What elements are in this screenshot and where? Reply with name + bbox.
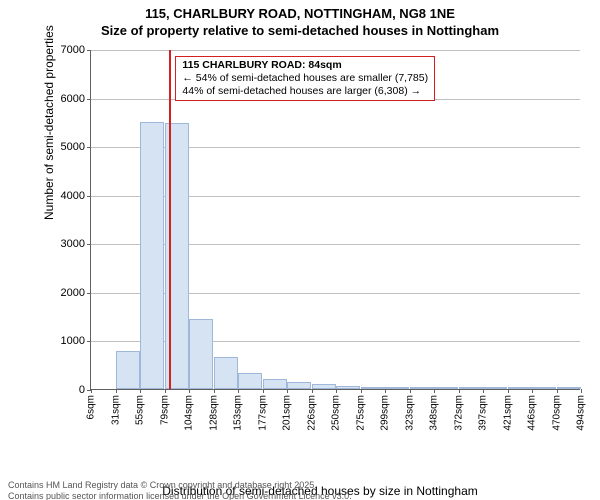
xtick-label: 446sqm xyxy=(527,395,538,431)
ytick-mark xyxy=(87,341,91,342)
gridline xyxy=(91,50,580,51)
xtick-label: 421sqm xyxy=(502,395,513,431)
xtick-label: 494sqm xyxy=(576,395,587,431)
xtick-mark xyxy=(410,389,411,393)
xtick-label: 397sqm xyxy=(478,395,489,431)
histogram-bar xyxy=(214,357,238,389)
ytick-label: 2000 xyxy=(61,287,85,299)
histogram-bar xyxy=(508,387,532,389)
histogram-bar xyxy=(557,387,581,389)
ytick-label: 5000 xyxy=(61,141,85,153)
histogram-bar xyxy=(434,387,458,389)
attribution-footer: Contains HM Land Registry data © Crown c… xyxy=(8,480,352,500)
histogram-bar xyxy=(116,351,140,389)
ytick-label: 4000 xyxy=(61,190,85,202)
xtick-mark xyxy=(189,389,190,393)
histogram-bar xyxy=(189,319,213,389)
xtick-label: 299sqm xyxy=(380,395,391,431)
xtick-mark xyxy=(263,389,264,393)
xtick-mark xyxy=(91,389,92,393)
xtick-label: 372sqm xyxy=(453,395,464,431)
xtick-label: 6sqm xyxy=(86,395,97,419)
footer-line1: Contains HM Land Registry data © Crown c… xyxy=(8,480,352,491)
footer-line2: Contains public sector information licen… xyxy=(8,491,352,500)
xtick-mark xyxy=(361,389,362,393)
xtick-mark xyxy=(557,389,558,393)
chart-container: 115, CHARLBURY ROAD, NOTTINGHAM, NG8 1NE… xyxy=(0,6,600,500)
xtick-label: 177sqm xyxy=(257,395,268,431)
xtick-label: 250sqm xyxy=(331,395,342,431)
callout-line3: 44% of semi-detached houses are larger (… xyxy=(182,85,428,98)
xtick-label: 55sqm xyxy=(135,395,146,425)
histogram-bar xyxy=(238,373,262,389)
callout-title: 115 CHARLBURY ROAD: 84sqm xyxy=(182,59,428,72)
histogram-bar xyxy=(165,123,189,389)
ytick-mark xyxy=(87,50,91,51)
xtick-mark xyxy=(287,389,288,393)
xtick-mark xyxy=(385,389,386,393)
histogram-bar xyxy=(483,387,507,389)
xtick-mark xyxy=(532,389,533,393)
xtick-label: 128sqm xyxy=(208,395,219,431)
histogram-bar xyxy=(336,386,360,389)
xtick-label: 153sqm xyxy=(233,395,244,431)
xtick-mark xyxy=(214,389,215,393)
histogram-bar xyxy=(263,379,287,389)
histogram-bar xyxy=(385,387,409,389)
xtick-label: 275sqm xyxy=(355,395,366,431)
xtick-label: 104sqm xyxy=(184,395,195,431)
callout-box: 115 CHARLBURY ROAD: 84sqm ← 54% of semi-… xyxy=(175,56,435,101)
xtick-mark xyxy=(140,389,141,393)
ytick-mark xyxy=(87,147,91,148)
ytick-mark xyxy=(87,99,91,100)
title-block: 115, CHARLBURY ROAD, NOTTINGHAM, NG8 1NE… xyxy=(0,6,600,38)
plot-area: 010002000300040005000600070006sqm31sqm55… xyxy=(90,50,580,390)
xtick-mark xyxy=(116,389,117,393)
xtick-mark xyxy=(165,389,166,393)
xtick-label: 201sqm xyxy=(282,395,293,431)
ytick-label: 6000 xyxy=(61,93,85,105)
ytick-label: 7000 xyxy=(61,44,85,56)
histogram-bar xyxy=(410,387,434,389)
xtick-mark xyxy=(581,389,582,393)
title-subtitle: Size of property relative to semi-detach… xyxy=(0,23,600,38)
xtick-mark xyxy=(459,389,460,393)
ytick-mark xyxy=(87,196,91,197)
title-address: 115, CHARLBURY ROAD, NOTTINGHAM, NG8 1NE xyxy=(0,6,600,21)
xtick-label: 348sqm xyxy=(429,395,440,431)
xtick-mark xyxy=(508,389,509,393)
ytick-label: 3000 xyxy=(61,238,85,250)
ytick-mark xyxy=(87,244,91,245)
histogram-bar xyxy=(287,382,311,389)
chart-wrap: Number of semi-detached properties 01000… xyxy=(60,50,580,430)
ytick-label: 1000 xyxy=(61,335,85,347)
xtick-mark xyxy=(434,389,435,393)
histogram-bar xyxy=(361,387,385,389)
histogram-bar xyxy=(532,387,556,389)
xtick-mark xyxy=(238,389,239,393)
histogram-bar xyxy=(312,384,336,389)
histogram-bar xyxy=(459,387,483,389)
xtick-label: 79sqm xyxy=(159,395,170,425)
xtick-mark xyxy=(483,389,484,393)
xtick-label: 31sqm xyxy=(110,395,121,425)
y-axis-label: Number of semi-detached properties xyxy=(42,25,56,220)
xtick-label: 323sqm xyxy=(404,395,415,431)
histogram-bar xyxy=(140,122,164,389)
callout-line2: ← 54% of semi-detached houses are smalle… xyxy=(182,72,428,85)
xtick-mark xyxy=(312,389,313,393)
xtick-mark xyxy=(336,389,337,393)
reference-line xyxy=(169,50,171,389)
xtick-label: 226sqm xyxy=(306,395,317,431)
ytick-mark xyxy=(87,293,91,294)
xtick-label: 470sqm xyxy=(551,395,562,431)
ytick-label: 0 xyxy=(79,384,85,396)
